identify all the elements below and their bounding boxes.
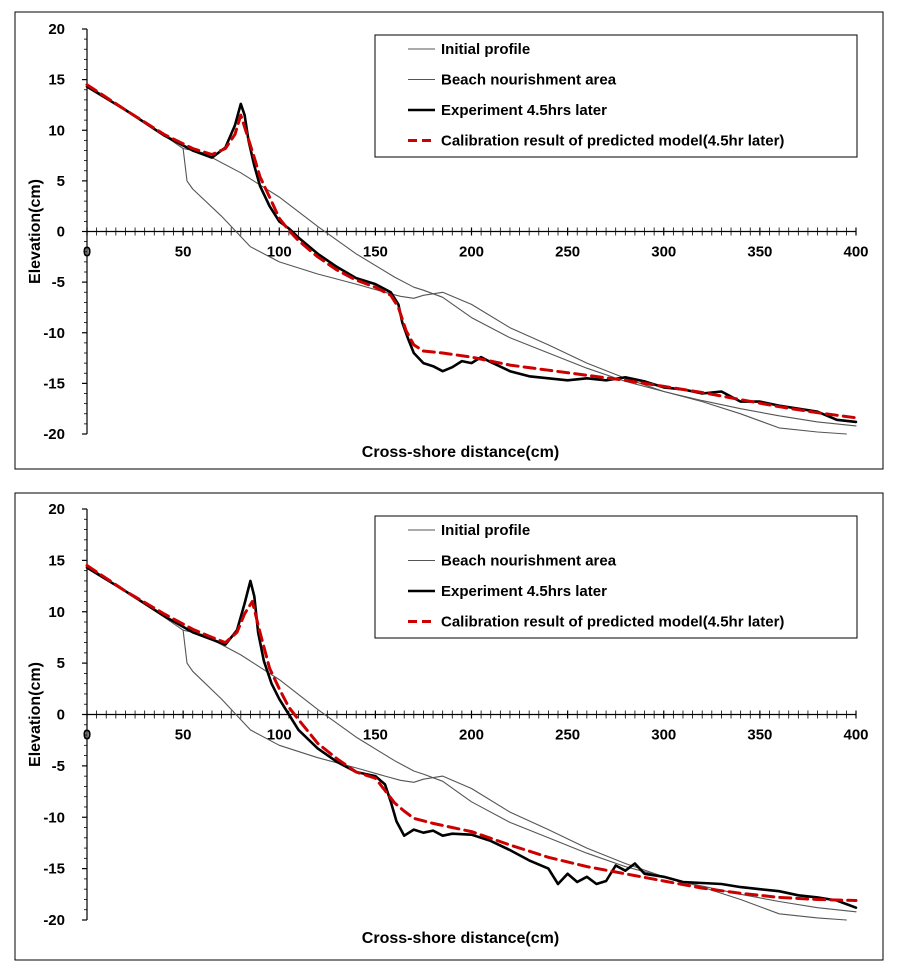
y-tick-label: 5 bbox=[57, 655, 65, 672]
x-tick-label: 0 bbox=[83, 727, 91, 744]
x-tick-label: 350 bbox=[747, 244, 772, 261]
y-tick-label: 10 bbox=[48, 604, 65, 621]
x-tick-label: 200 bbox=[459, 244, 484, 261]
legend-box bbox=[374, 34, 858, 158]
y-tick-label: -20 bbox=[43, 912, 65, 929]
x-tick-label: 150 bbox=[363, 244, 388, 261]
x-tick-label: 250 bbox=[555, 727, 580, 744]
y-axis-title: Elevation(cm) bbox=[27, 179, 44, 284]
legend-box bbox=[374, 515, 858, 639]
legend: Initial profile Beach nourishment area Exp… bbox=[374, 34, 858, 158]
y-tick-label: 5 bbox=[57, 173, 65, 190]
y-tick-label: -10 bbox=[43, 809, 65, 826]
x-tick-label: 100 bbox=[267, 727, 292, 744]
y-tick-label: 0 bbox=[57, 707, 65, 724]
y-tick-label: -15 bbox=[43, 375, 65, 392]
x-tick-label: 50 bbox=[175, 244, 192, 261]
legend-label-2: Beach nourishment area bbox=[441, 553, 617, 570]
series-line-1 bbox=[86, 84, 847, 435]
series-line-2 bbox=[182, 147, 857, 427]
y-tick-label: 20 bbox=[48, 21, 65, 38]
legend-label-4: Calibration result of predicted model(4.… bbox=[441, 614, 784, 631]
x-tick-label: 300 bbox=[651, 244, 676, 261]
y-tick-label: 20 bbox=[48, 501, 65, 518]
x-tick-label: 200 bbox=[459, 727, 484, 744]
x-tick-label: 400 bbox=[843, 244, 868, 261]
x-tick-label: 400 bbox=[843, 727, 868, 744]
legend-label-1: Initial profile bbox=[441, 522, 530, 539]
x-tick-label: 350 bbox=[747, 727, 772, 744]
x-tick-label: 100 bbox=[267, 244, 292, 261]
series-line-4 bbox=[85, 564, 858, 902]
x-tick-label: 250 bbox=[555, 244, 580, 261]
series-line-1 bbox=[86, 564, 847, 921]
x-tick-label: 0 bbox=[83, 244, 91, 261]
y-tick-label: -20 bbox=[43, 426, 65, 443]
series-line-4 bbox=[85, 83, 858, 420]
y-tick-label: -5 bbox=[52, 274, 65, 291]
y-tick-label: 0 bbox=[57, 224, 65, 241]
x-tick-label: 150 bbox=[363, 727, 388, 744]
y-tick-label: -10 bbox=[43, 325, 65, 342]
x-tick-label: 50 bbox=[175, 727, 192, 744]
legend-label-3: Experiment 4.5hrs later bbox=[441, 102, 607, 119]
y-tick-label: -15 bbox=[43, 861, 65, 878]
legend-label-4: Calibration result of predicted model(4.… bbox=[441, 133, 784, 150]
legend-label-3: Experiment 4.5hrs later bbox=[441, 583, 607, 600]
x-axis-title: Cross-shore distance(cm) bbox=[362, 444, 559, 461]
y-tick-label: 15 bbox=[48, 72, 65, 89]
y-tick-label: -5 bbox=[52, 758, 65, 775]
x-tick-label: 300 bbox=[651, 727, 676, 744]
series-line-3 bbox=[85, 566, 858, 910]
y-axis-title: Elevation(cm) bbox=[27, 662, 44, 767]
y-tick-label: 15 bbox=[48, 552, 65, 569]
legend: Initial profile Beach nourishment area Exp… bbox=[374, 515, 858, 639]
x-axis-title: Cross-shore distance(cm) bbox=[362, 930, 559, 947]
y-tick-label: 10 bbox=[48, 122, 65, 139]
legend-label-1: Initial profile bbox=[441, 41, 530, 58]
legend-label-2: Beach nourishment area bbox=[441, 72, 617, 89]
